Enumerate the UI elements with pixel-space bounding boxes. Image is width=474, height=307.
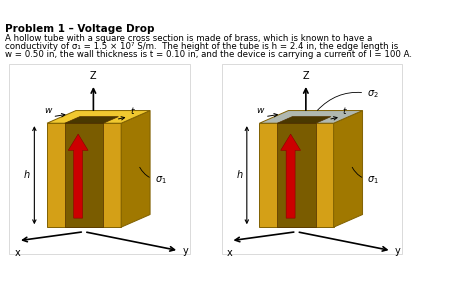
Text: Z: Z — [302, 71, 309, 81]
Polygon shape — [121, 111, 150, 227]
Text: t: t — [343, 107, 346, 116]
Text: x: x — [227, 248, 233, 258]
Bar — [9, 64, 190, 254]
Text: t: t — [130, 107, 134, 116]
Polygon shape — [334, 111, 363, 227]
Text: w: w — [44, 106, 52, 115]
Polygon shape — [281, 134, 301, 218]
Text: w = 0.50 in, the wall thickness is t = 0.10 in, and the device is carrying a cur: w = 0.50 in, the wall thickness is t = 0… — [5, 50, 412, 59]
Text: $\sigma_1$: $\sigma_1$ — [352, 167, 379, 186]
Polygon shape — [47, 123, 121, 227]
Text: Z: Z — [90, 71, 97, 81]
Text: h: h — [236, 170, 242, 180]
Text: y: y — [182, 246, 188, 256]
Text: Problem 1 – Voltage Drop: Problem 1 – Voltage Drop — [5, 24, 155, 34]
Text: h: h — [24, 170, 30, 180]
Polygon shape — [277, 117, 331, 123]
Polygon shape — [259, 111, 363, 123]
Polygon shape — [277, 123, 316, 227]
Text: y: y — [395, 246, 401, 256]
Polygon shape — [259, 123, 334, 227]
Bar — [221, 64, 402, 254]
Text: $\sigma_1$: $\sigma_1$ — [140, 167, 166, 186]
Polygon shape — [65, 117, 118, 123]
Text: $\sigma_2$: $\sigma_2$ — [318, 88, 379, 110]
Text: conductivity of σ₁ = 1.5 × 10⁷ S/m.  The height of the tube is h = 2.4 in, the e: conductivity of σ₁ = 1.5 × 10⁷ S/m. The … — [5, 42, 399, 51]
Text: A hollow tube with a square cross section is made of brass, which is known to ha: A hollow tube with a square cross sectio… — [5, 34, 373, 43]
Polygon shape — [65, 123, 103, 227]
Polygon shape — [68, 134, 88, 218]
Text: w: w — [256, 106, 264, 115]
Text: x: x — [14, 248, 20, 258]
Polygon shape — [47, 111, 150, 123]
